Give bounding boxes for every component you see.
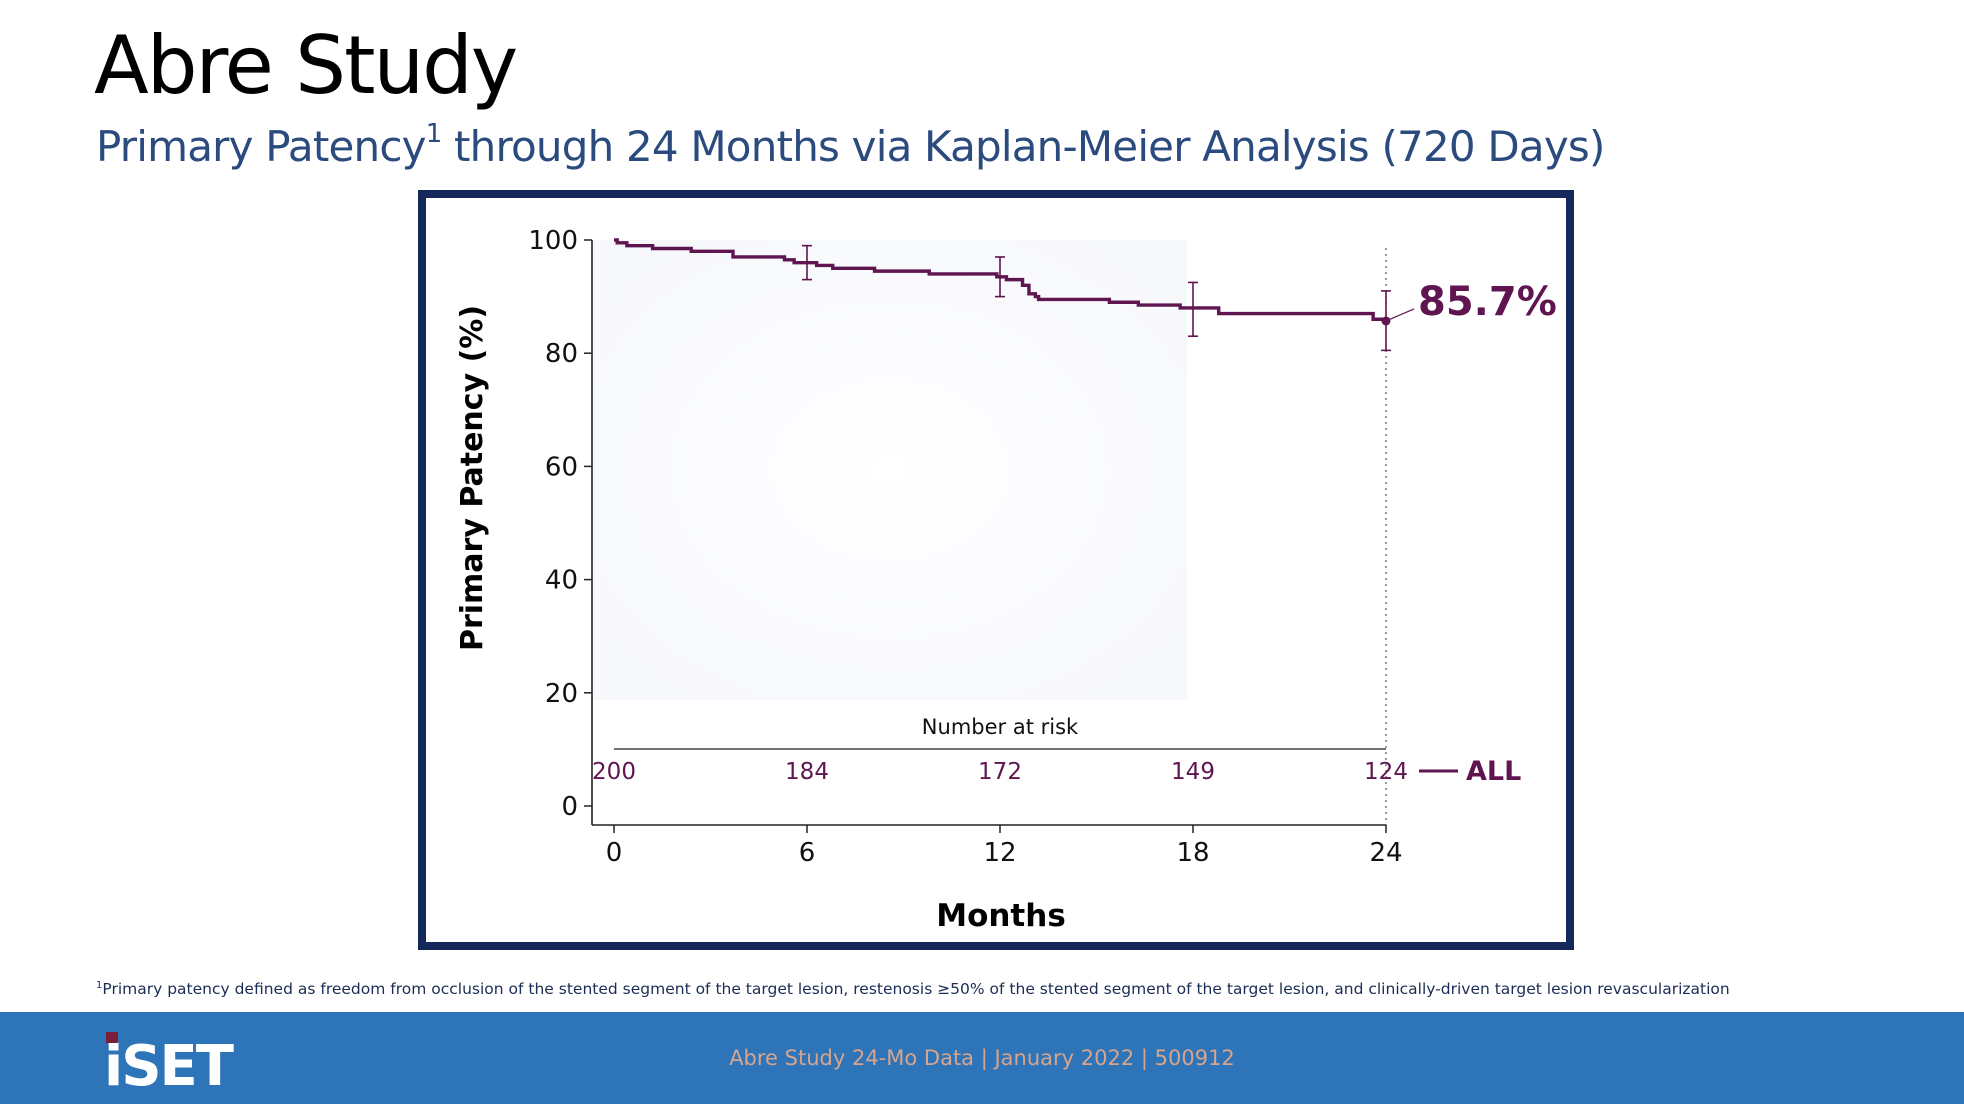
logo-accent-mark <box>106 1032 118 1043</box>
x-tick-label: 18 <box>1176 838 1209 868</box>
kaplan-meier-chart: 0 20 40 60 80 100 0 6 12 18 24 Months Primary Patenc… <box>455 226 1557 934</box>
x-axis-title: Months <box>936 898 1066 934</box>
risk-count: 149 <box>1171 759 1215 785</box>
risk-table: Number at risk 200 184 172 149 124 ALL <box>592 715 1521 787</box>
footnote-text: Primary patency defined as freedom from … <box>102 980 1730 999</box>
risk-count: 184 <box>785 759 829 785</box>
risk-count: 124 <box>1364 759 1408 785</box>
y-tick-label: 40 <box>545 566 578 596</box>
risk-count: 200 <box>592 759 636 785</box>
slide-title: Abre Study <box>94 19 518 112</box>
x-tick-label: 0 <box>606 838 623 868</box>
subtitle-rest: through 24 Months via Kaplan-Meier Analy… <box>441 122 1605 171</box>
y-tick-label: 0 <box>561 792 578 822</box>
endpoint-label: 85.7% <box>1418 279 1557 325</box>
y-axis-title: Primary Patency (%) <box>455 305 490 651</box>
chart-frame: 0 20 40 60 80 100 0 6 12 18 24 Months Primary Patenc… <box>418 190 1574 950</box>
footer-text: Abre Study 24-Mo Data | January 2022 | 5… <box>729 1046 1235 1070</box>
axes: 0 20 40 60 80 100 0 6 12 18 24 Months Primary Patenc… <box>455 226 1403 934</box>
footer-bar: iSET Abre Study 24-Mo Data | January 202… <box>0 1012 1964 1104</box>
endpoint-leader <box>1385 308 1415 322</box>
footnote: 1Primary patency defined as freedom from… <box>96 980 1730 998</box>
subtitle-main: Primary Patency <box>96 122 427 171</box>
x-tick-label: 12 <box>983 838 1016 868</box>
plot-background <box>592 240 1187 700</box>
iset-logo: iSET <box>104 1034 234 1099</box>
y-tick-label: 20 <box>545 679 578 709</box>
footnote-marker: 1 <box>96 980 103 991</box>
y-tick-label: 80 <box>545 339 578 369</box>
y-tick-label: 60 <box>545 452 578 482</box>
confidence-intervals <box>802 244 1391 352</box>
x-tick-label: 6 <box>799 838 816 868</box>
series-layer <box>614 238 1388 321</box>
risk-count: 172 <box>978 759 1022 785</box>
labels-layer: 85.7% <box>1381 279 1557 326</box>
risk-table-title: Number at risk <box>922 715 1079 739</box>
y-tick-label: 100 <box>528 226 578 256</box>
x-tick-label: 24 <box>1369 838 1402 868</box>
km-curve-all <box>614 238 1388 321</box>
subtitle-footnote-marker: 1 <box>425 119 443 149</box>
slide-subtitle: Primary Patency1 through 24 Months via K… <box>96 119 1605 171</box>
legend-label: ALL <box>1466 756 1521 787</box>
